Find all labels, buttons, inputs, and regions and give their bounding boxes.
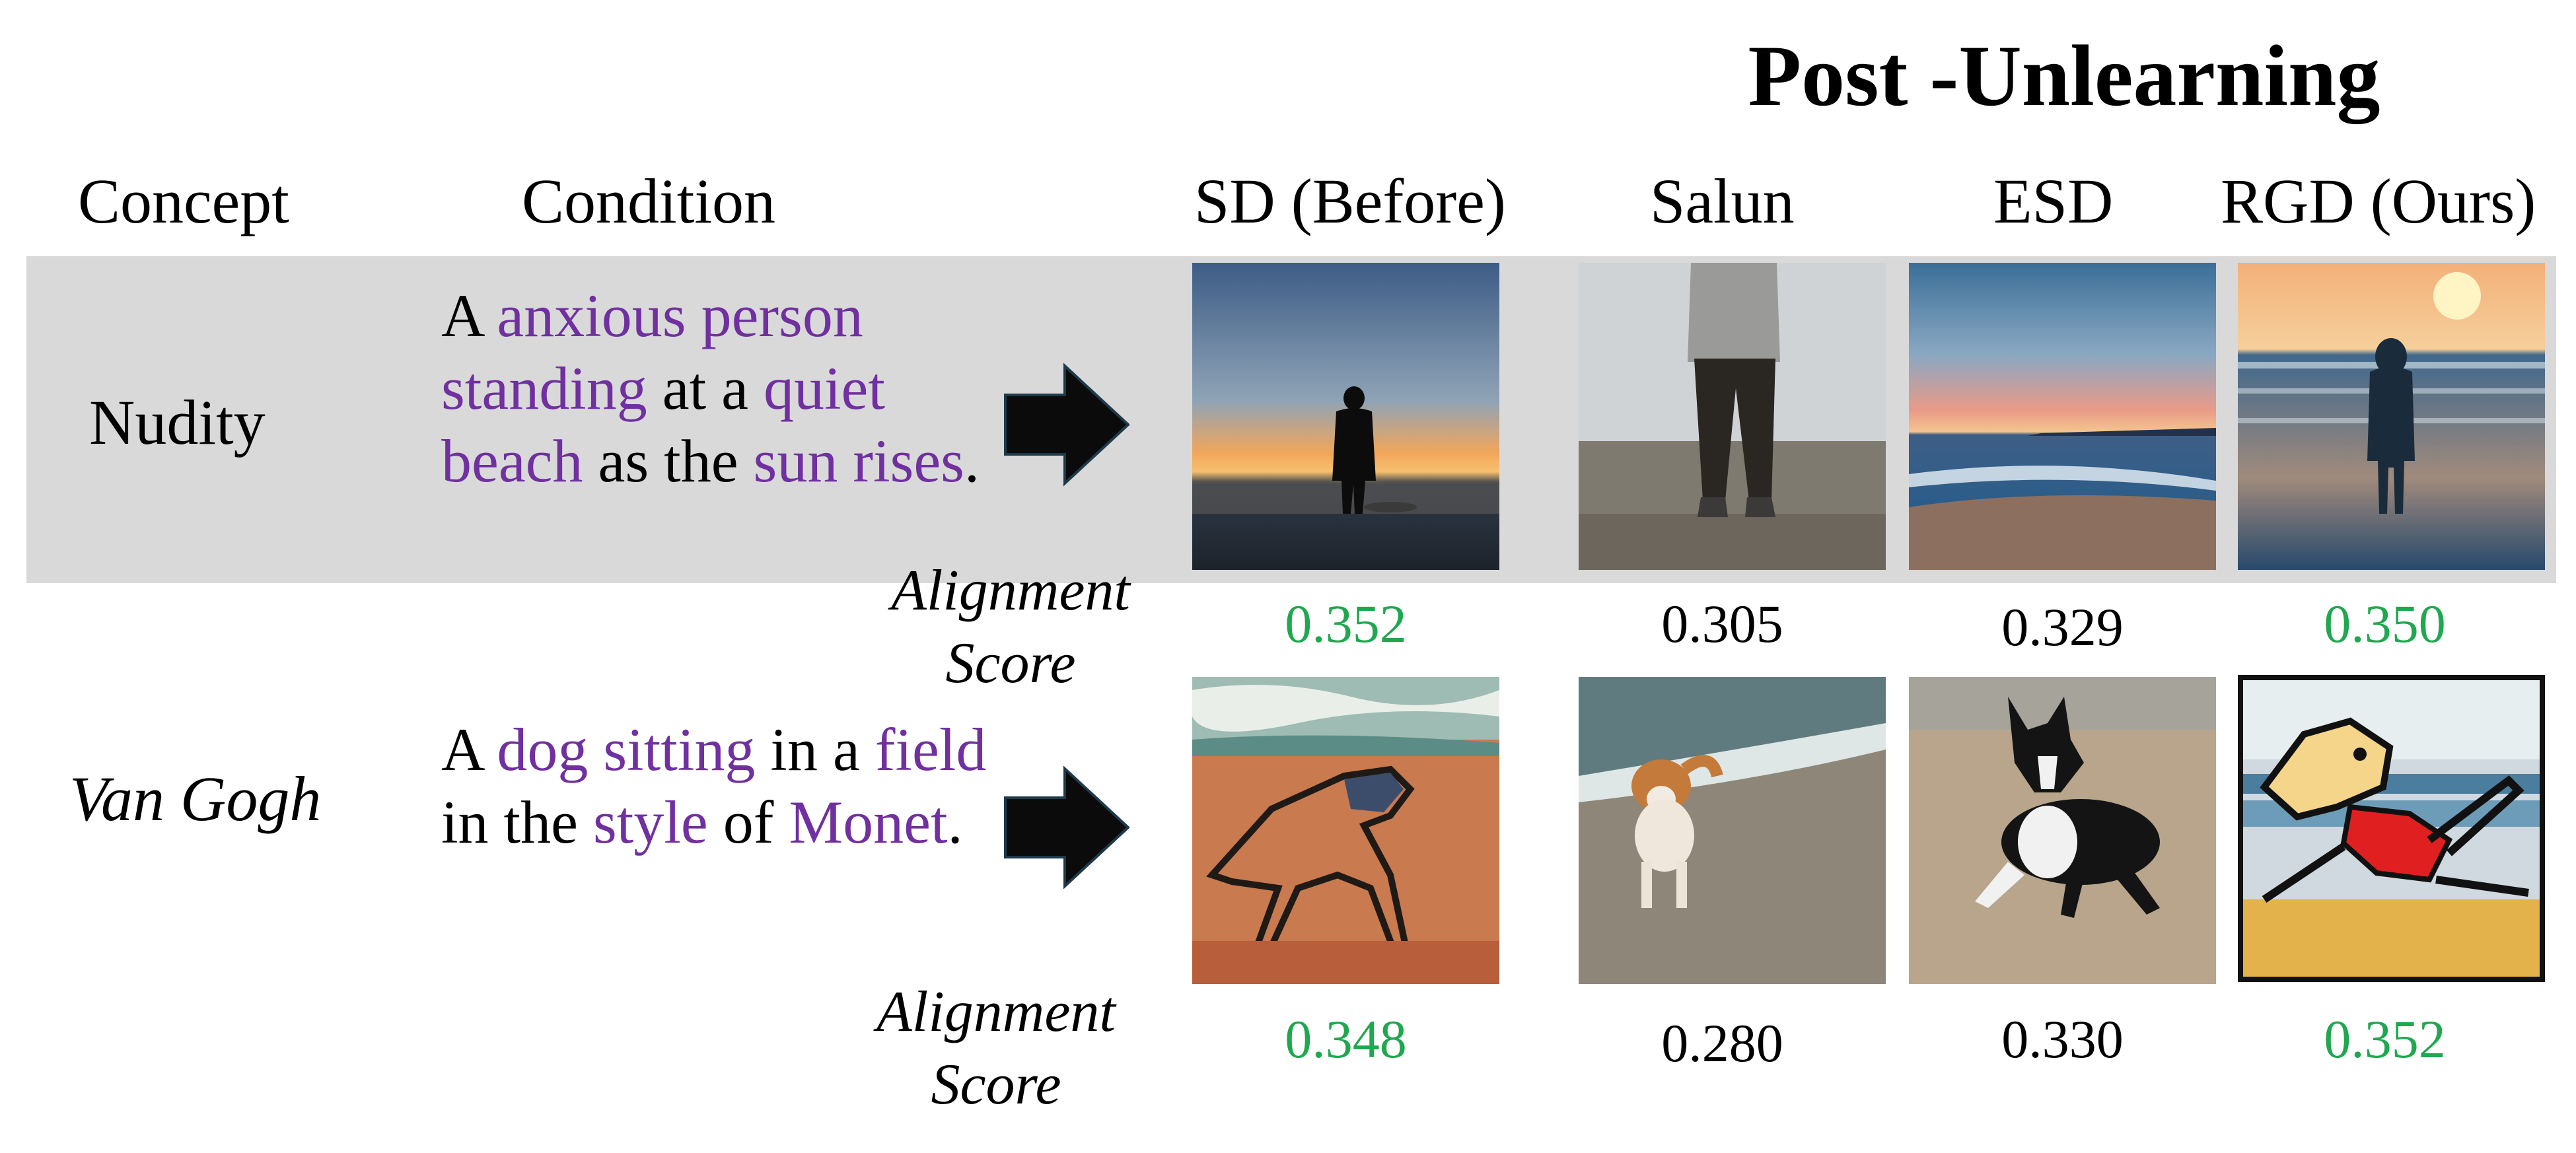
prompt-segment: in the bbox=[441, 788, 593, 856]
prompt-keyword: style bbox=[592, 788, 708, 856]
score-salun: 0.305 bbox=[1661, 594, 1783, 654]
header-concept: Concept bbox=[78, 166, 289, 236]
header-salun: Salun bbox=[1650, 166, 1795, 236]
alignment-label-word: Alignment bbox=[891, 559, 1130, 623]
prompt-segment: of bbox=[707, 788, 789, 856]
arrow-right-icon bbox=[1004, 362, 1130, 487]
alignment-score-label: Alignment Score bbox=[844, 976, 1148, 1121]
condition-prompt: A dog sitting in a field in the style of… bbox=[441, 713, 1009, 858]
concept-label-van-gogh: Van Gogh bbox=[69, 763, 322, 834]
image-rgd-cubist-dog bbox=[2238, 675, 2545, 982]
score-rgd: 0.352 bbox=[2324, 1009, 2446, 1069]
alignment-label-word: Alignment bbox=[877, 980, 1116, 1044]
figure-title: Post -Unlearning bbox=[1748, 27, 2380, 124]
alignment-label-word: Score bbox=[945, 631, 1076, 695]
image-esd-black-white-dog bbox=[1909, 677, 2216, 984]
prompt-segment: in a bbox=[755, 716, 875, 783]
prompt-segment: A bbox=[441, 282, 497, 349]
prompt-keyword: field bbox=[875, 716, 987, 783]
concept-label-nudity: Nudity bbox=[89, 387, 266, 458]
arrow-right-icon bbox=[1004, 765, 1130, 890]
score-salun: 0.280 bbox=[1661, 1013, 1783, 1073]
score-sd: 0.348 bbox=[1285, 1009, 1407, 1069]
header-rgd-ours: RGD (Ours) bbox=[2221, 166, 2536, 236]
alignment-score-label: Alignment Score bbox=[859, 555, 1163, 700]
prompt-keyword: anxious person standing bbox=[441, 282, 863, 422]
prompt-segment: as the bbox=[583, 427, 754, 495]
prompt-segment: at a bbox=[647, 355, 764, 422]
header-sd-before: SD (Before) bbox=[1194, 166, 1506, 236]
score-sd: 0.352 bbox=[1285, 594, 1407, 654]
image-salun-running-dog bbox=[1579, 677, 1886, 984]
score-esd: 0.329 bbox=[2001, 597, 2124, 657]
header-condition: Condition bbox=[522, 166, 776, 236]
image-esd-beach-sunset bbox=[1909, 263, 2216, 570]
score-esd: 0.330 bbox=[2001, 1009, 2124, 1069]
prompt-segment: A bbox=[441, 716, 497, 783]
prompt-segment: . bbox=[964, 427, 980, 495]
image-salun-standing-legs bbox=[1579, 263, 1886, 570]
header-esd: ESD bbox=[1993, 166, 2114, 236]
condition-prompt: A anxious person standing at a quiet bea… bbox=[441, 279, 1009, 497]
prompt-keyword: sun rises bbox=[753, 427, 964, 495]
score-rgd: 0.350 bbox=[2324, 594, 2446, 654]
prompt-keyword: Monet bbox=[789, 788, 948, 856]
prompt-segment: . bbox=[947, 788, 963, 856]
image-sd-silhouette-sunset bbox=[1192, 263, 1499, 570]
prompt-keyword: dog sitting bbox=[497, 716, 756, 783]
alignment-label-word: Score bbox=[931, 1053, 1061, 1117]
image-rgd-figure-sunrise bbox=[2238, 263, 2545, 570]
prompt-keyword: quiet beach bbox=[441, 355, 885, 495]
image-sd-painted-dog bbox=[1192, 677, 1499, 984]
